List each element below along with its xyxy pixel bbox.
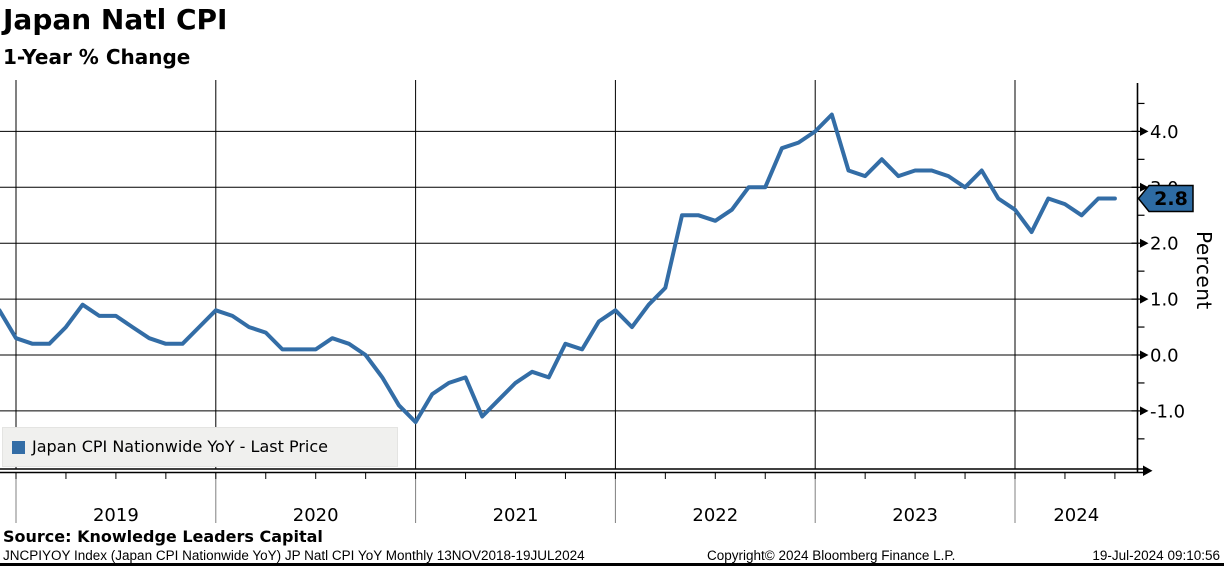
last-price-value: 2.8 [1154, 188, 1188, 210]
page-title: Japan Natl CPI [3, 3, 228, 36]
y-tick-arrow-icon [1140, 350, 1149, 360]
legend-label: Japan CPI Nationwide YoY - Last Price [32, 437, 328, 456]
y-tick-arrow-icon [1140, 238, 1149, 248]
source-credit: Source: Knowledge Leaders Capital [3, 527, 323, 546]
cpi-yoy-line [0, 112, 1117, 425]
legend-item-japan-cpi[interactable]: Japan CPI Nationwide YoY - Last Price [2, 427, 398, 467]
ticker-description: JNCPIYOY Index (Japan CPI Nationwide YoY… [3, 548, 585, 563]
x-year-label: 2022 [692, 505, 738, 526]
y-tick-label: 4.0 [1150, 122, 1179, 143]
x-year-label: 2024 [1053, 505, 1099, 526]
y-tick-label: 2.0 [1150, 234, 1179, 255]
series-color-swatch [12, 440, 25, 454]
y-tick-arrow-icon [1140, 294, 1149, 304]
y-tick-arrow-icon [1140, 126, 1149, 136]
x-year-label: 2020 [293, 505, 339, 526]
y-tick-label: 0.0 [1150, 346, 1179, 367]
y-tick-arrow-icon [1140, 406, 1149, 416]
x-year-label: 2021 [493, 505, 539, 526]
y-axis-title: Percent [1192, 231, 1216, 310]
bottom-divider [0, 563, 1224, 566]
y-tick-label: 1.0 [1150, 290, 1179, 311]
timestamp: 19-Jul-2024 09:10:56 [1092, 548, 1220, 563]
x-year-label: 2023 [892, 505, 938, 526]
y-tick-label: -1.0 [1150, 401, 1185, 422]
last-price-badge [1137, 184, 1194, 213]
y-tick-arrow-icon [1140, 182, 1149, 192]
copyright-notice: Copyright© 2024 Bloomberg Finance L.P. [707, 548, 956, 563]
chart-subtitle: 1-Year % Change [3, 45, 191, 69]
x-year-label: 2019 [93, 505, 139, 526]
x-axis-arrow-icon [1143, 465, 1153, 476]
